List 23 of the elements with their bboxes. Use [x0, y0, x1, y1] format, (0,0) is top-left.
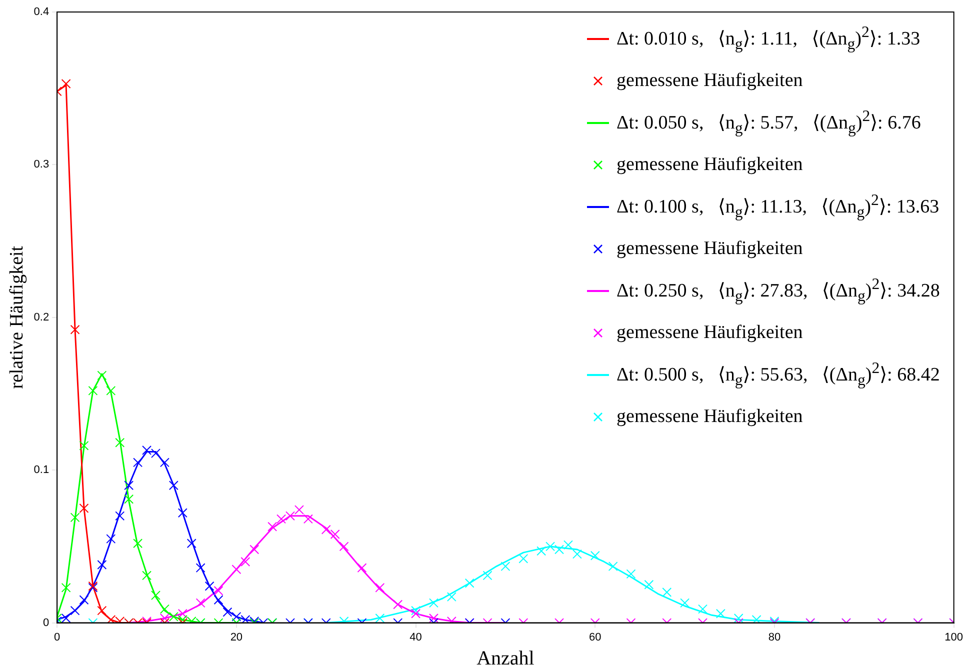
legend-label: Δt: 0.050 s, ⟨n$_{g}$⟩: 5.57, ⟨(Δn$_{g}$)$^{2}$⟩: 6.76: [616, 108, 921, 138]
legend-label: Δt: 0.010 s, ⟨n$_{g}$⟩: 1.11, ⟨(Δn$_{g}$)$^{2}$⟩: 1.33: [616, 24, 920, 54]
legend-label: gemessene Häufigkeiten: [616, 406, 803, 428]
x-tick-label: 80: [768, 631, 781, 644]
y-axis-title: relative Häufigkeit: [6, 245, 28, 389]
x-tick-label: 20: [230, 631, 243, 644]
legend-label: gemessene Häufigkeiten: [616, 70, 803, 92]
legend-label: Δt: 0.100 s, ⟨n$_{g}$⟩: 11.13, ⟨(Δn$_{g}$)$^{2}$⟩: 13.63: [616, 192, 940, 222]
y-tick-label: 0.3: [34, 158, 50, 171]
legend-label: gemessene Häufigkeiten: [616, 154, 803, 176]
y-tick-label: 0.4: [34, 6, 50, 18]
x-tick-label: 60: [589, 631, 602, 644]
x-tick-label: 100: [944, 631, 964, 644]
legend-label: gemessene Häufigkeiten: [616, 238, 803, 260]
legend-label: Δt: 0.250 s, ⟨n$_{g}$⟩: 27.83, ⟨(Δn$_{g}$)$^{2}$⟩: 34.28: [616, 276, 940, 306]
y-tick-label: 0.1: [34, 464, 50, 476]
x-tick-label: 0: [54, 631, 60, 644]
y-tick-label: 0.2: [34, 311, 50, 324]
x-tick-label: 40: [410, 631, 422, 644]
y-tick-label: 0: [42, 616, 50, 629]
legend-label: Δt: 0.500 s, ⟨n$_{g}$⟩: 55.63, ⟨(Δn$_{g}$)$^{2}$⟩: 68.42: [616, 360, 940, 390]
legend-label: gemessene Häufigkeiten: [616, 322, 803, 344]
x-axis-title: Anzahl: [476, 647, 535, 670]
